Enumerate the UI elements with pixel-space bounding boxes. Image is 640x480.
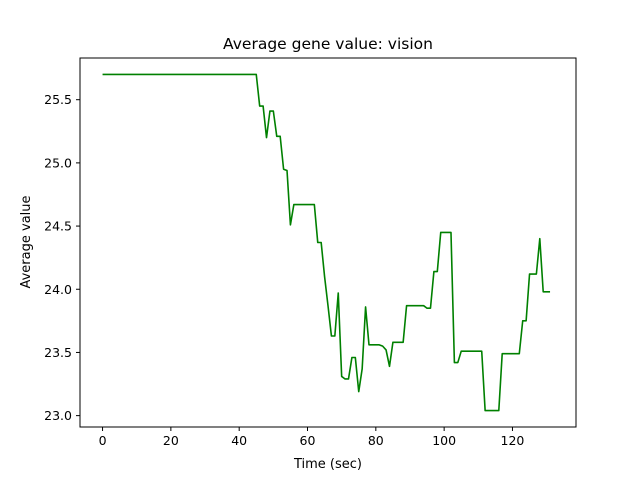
x-axis-label: Time (sec) [293, 457, 362, 472]
y-tick-label: 23.5 [44, 345, 72, 360]
x-tick-label: 20 [163, 433, 179, 448]
x-tick-label: 40 [231, 433, 247, 448]
x-tick-label: 120 [501, 433, 525, 448]
series-line [102, 73, 551, 412]
x-tick-label: 80 [368, 433, 384, 448]
y-axis: 23.0 23.5 24.0 24.5 25.0 25.5 [44, 92, 80, 423]
x-tick-label: 100 [432, 433, 456, 448]
x-tick-label: 60 [300, 433, 316, 448]
plot-area-frame [79, 57, 577, 428]
y-tick-label: 23.0 [44, 408, 72, 423]
y-tick-label: 25.5 [44, 92, 72, 107]
x-tick-label: 0 [99, 433, 107, 448]
y-tick-label: 24.0 [44, 282, 72, 297]
y-axis-label: Average value [19, 195, 34, 288]
chart-title: Average gene value: vision [223, 35, 433, 53]
y-tick-label: 25.0 [44, 155, 72, 170]
y-tick-label: 24.5 [44, 219, 72, 234]
x-axis: 0 20 40 60 80 100 120 [99, 427, 525, 448]
